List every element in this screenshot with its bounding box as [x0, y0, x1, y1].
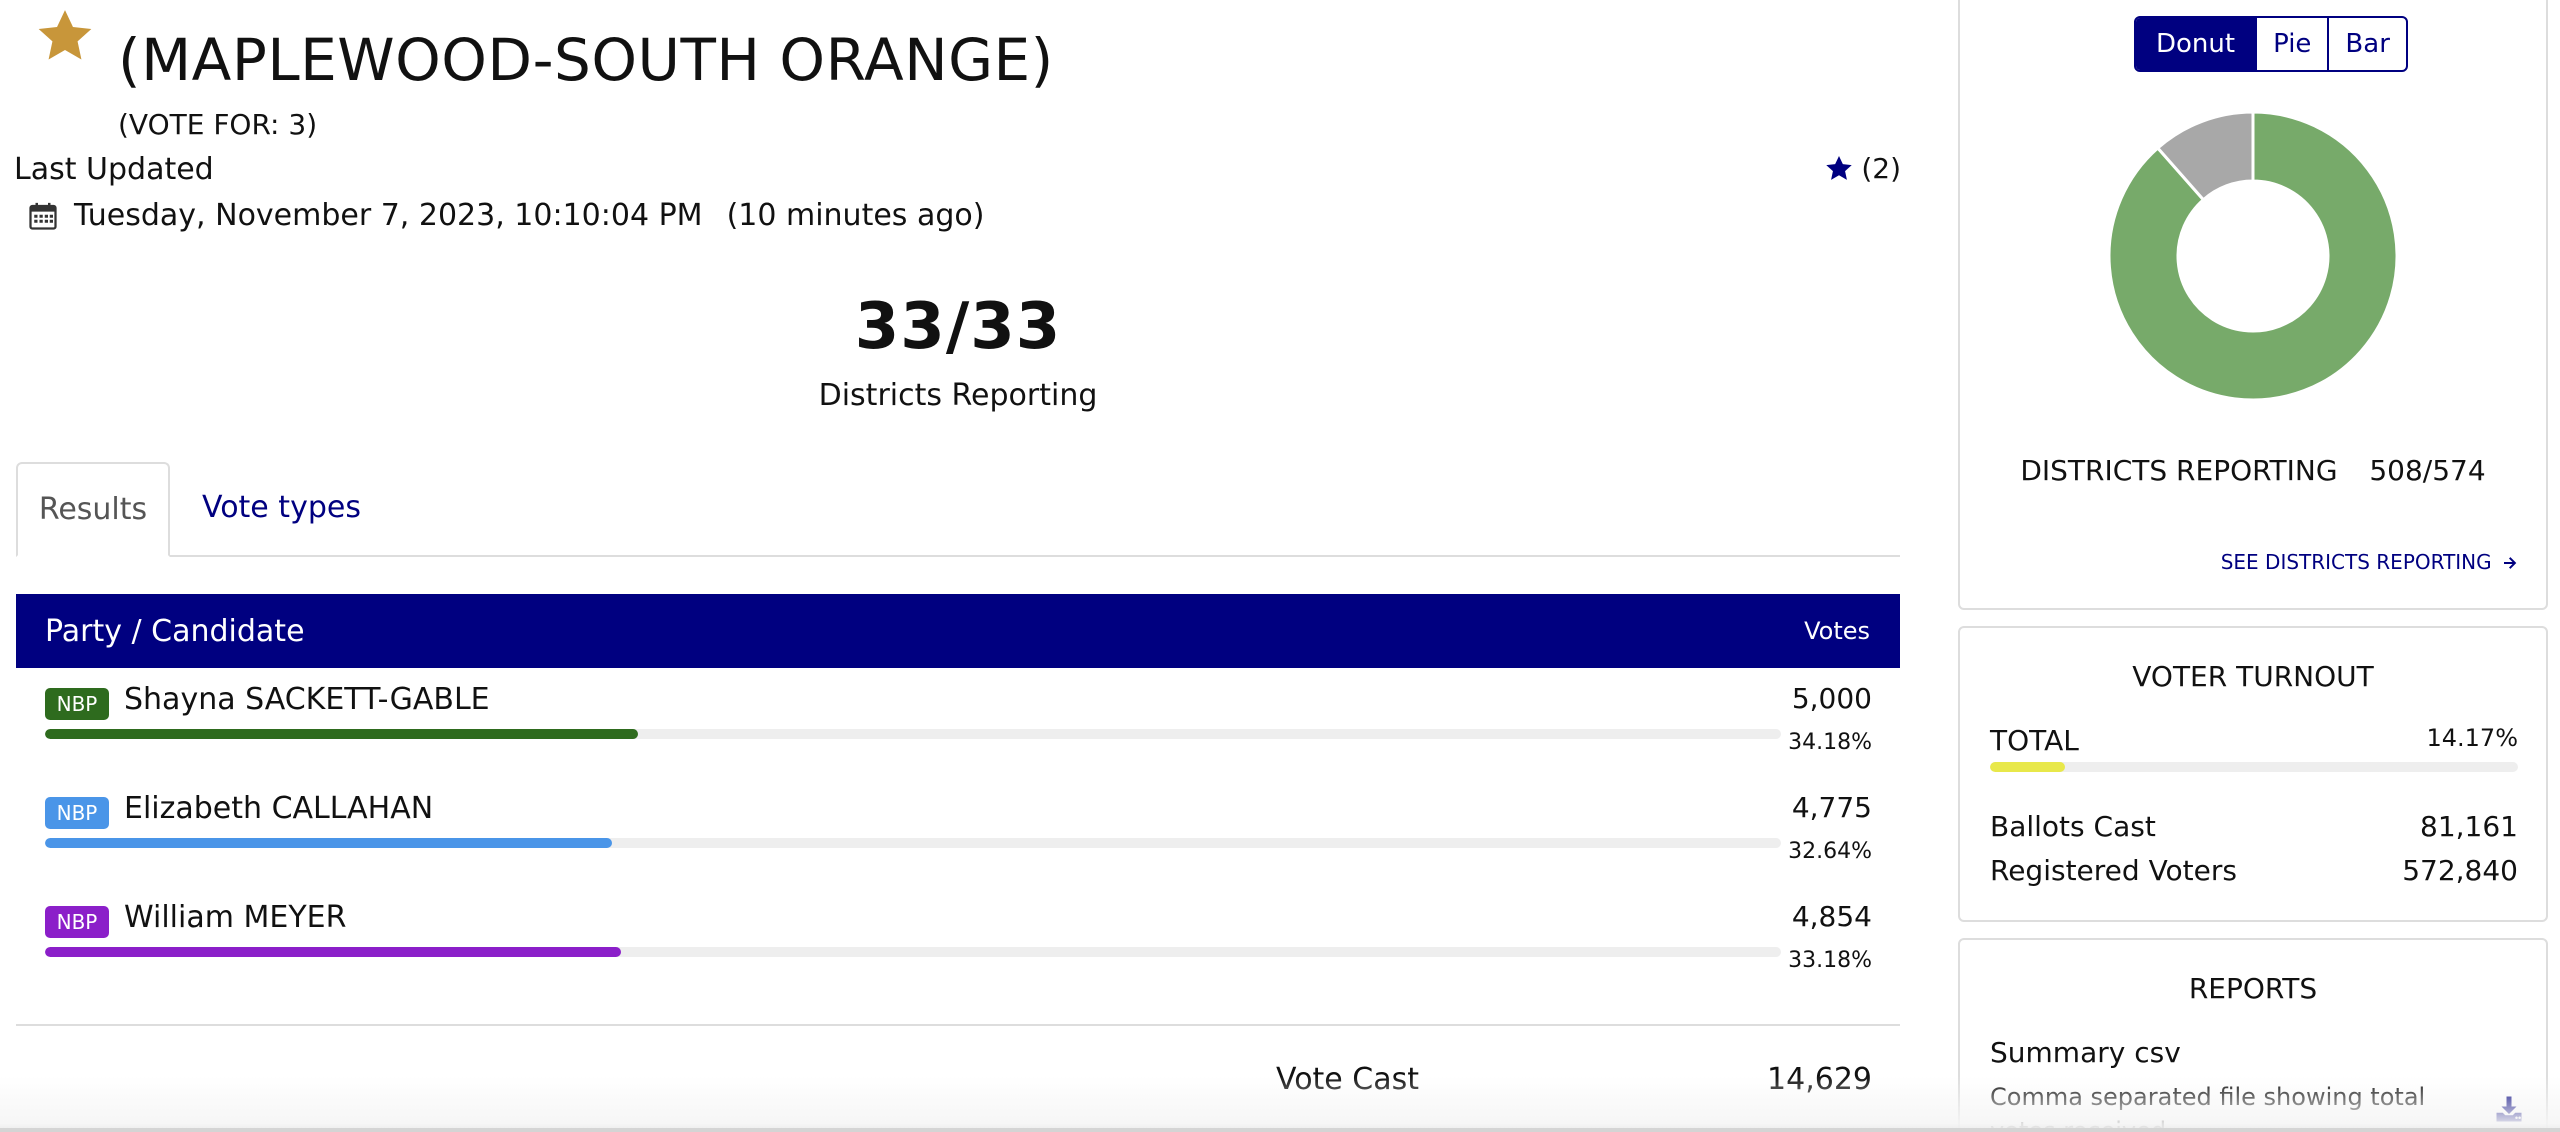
- candidate-name: Elizabeth CALLAHAN: [124, 791, 434, 826]
- candidate-name: Shayna SACKETT-GABLE: [124, 682, 490, 717]
- districts-reporting-value: 33/33: [854, 290, 1062, 364]
- candidate-row: NBP Shayna SACKETT-GABLE 5,000 34.18%: [16, 680, 1900, 780]
- see-districts-link[interactable]: SEE DISTRICTS REPORTING: [2221, 550, 2518, 574]
- turnout-total-label: TOTAL: [1990, 724, 2079, 757]
- last-updated-row: Tuesday, November 7, 2023, 10:10:04 PM (…: [28, 198, 984, 233]
- favorites-count[interactable]: (2): [1825, 152, 1901, 185]
- voter-turnout-panel: VOTER TURNOUT TOTAL 14.17% Ballots Cast …: [1958, 626, 2548, 922]
- vote-share-bar: [45, 729, 1781, 739]
- candidate-row: NBP William MEYER 4,854 33.18%: [16, 898, 1900, 998]
- see-districts-link-label: SEE DISTRICTS REPORTING: [2220, 550, 2492, 574]
- tabs-divider: [16, 555, 1900, 557]
- candidate-row: NBP Elizabeth CALLAHAN 4,775 32.64%: [16, 789, 1900, 889]
- ballots-cast-value: 81,161: [2420, 810, 2518, 843]
- bottom-edge: [0, 1128, 2560, 1132]
- districts-donut-chart: [2107, 110, 2399, 402]
- districts-reporting-summary: DISTRICTS REPORTING 508/574: [1960, 454, 2546, 487]
- candidate-votes: 4,854: [1791, 900, 1872, 933]
- table-divider: [16, 1024, 1900, 1026]
- party-badge: NBP: [45, 906, 109, 938]
- districts-reporting-label: DISTRICTS REPORTING: [2020, 454, 2338, 487]
- donut-slice-reporting[interactable]: [2107, 110, 2399, 402]
- registered-voters-label: Registered Voters: [1990, 854, 2237, 887]
- results-table-header: Party / Candidate Votes: [16, 594, 1900, 668]
- turnout-total-value: 14.17%: [2426, 724, 2518, 752]
- last-updated-ago: (10 minutes ago): [726, 198, 985, 233]
- donut-button[interactable]: Donut: [2136, 18, 2256, 70]
- vote-share-fill: [45, 947, 621, 957]
- vote-share-fill: [45, 729, 639, 739]
- calendar-icon: [29, 202, 57, 230]
- vote-cast-value: 14,629: [1767, 1062, 1872, 1097]
- registered-voters-value: 572,840: [2402, 854, 2518, 887]
- ballots-cast-label: Ballots Cast: [1990, 810, 2156, 843]
- party-badge: NBP: [45, 688, 109, 720]
- arrow-right-icon: [2504, 557, 2517, 569]
- donut-slice-not-reporting[interactable]: [2155, 110, 2255, 202]
- last-updated-label: Last Updated: [14, 152, 214, 187]
- candidate-votes: 5,000: [1791, 682, 1872, 715]
- star-icon: [1826, 156, 1853, 180]
- chart-type-toggle: Donut Pie Bar: [2134, 16, 2408, 72]
- bar-button[interactable]: Bar: [2327, 18, 2405, 70]
- candidate-percent: 33.18%: [1788, 948, 1872, 973]
- vote-share-bar: [45, 947, 1781, 957]
- page-title: (MAPLEWOOD-SOUTH ORANGE): [118, 26, 1054, 94]
- pie-button[interactable]: Pie: [2255, 18, 2327, 70]
- column-header-candidate: Party / Candidate: [45, 613, 305, 649]
- vote-share-fill: [45, 838, 612, 848]
- reports-panel: REPORTS Summary csv Comma separated file…: [1958, 938, 2548, 1132]
- vote-share-bar: [45, 838, 1781, 848]
- favorites-count-value: (2): [1861, 152, 1901, 185]
- last-updated-date: Tuesday, November 7, 2023, 10:10:04 PM: [74, 198, 703, 233]
- voter-turnout-title: VOTER TURNOUT: [2132, 660, 2374, 693]
- turnout-bar: [1990, 762, 2518, 772]
- candidate-votes: 4,775: [1791, 791, 1872, 824]
- download-icon[interactable]: [2494, 1094, 2524, 1124]
- turnout-bar-fill: [1990, 762, 2065, 772]
- candidate-percent: 32.64%: [1788, 839, 1872, 864]
- districts-chart-panel: Donut Pie Bar DISTRICTS REPORTING 508/57…: [1958, 0, 2548, 610]
- summary-csv-title[interactable]: Summary csv: [1990, 1036, 2181, 1069]
- candidate-percent: 34.18%: [1788, 730, 1872, 755]
- column-header-votes: Votes: [1804, 617, 1870, 645]
- vote-for-label: (VOTE FOR: 3): [118, 108, 318, 141]
- vote-cast-label: Vote Cast: [1276, 1062, 1420, 1097]
- tab-results[interactable]: Results: [16, 462, 170, 557]
- reports-title: REPORTS: [2188, 972, 2318, 1005]
- districts-reporting-value: 508/574: [2369, 454, 2486, 487]
- districts-reporting-label: Districts Reporting: [818, 378, 1098, 413]
- summary-csv-description: Comma separated file showing total votes…: [1990, 1083, 2426, 1132]
- party-badge: NBP: [45, 797, 109, 829]
- candidate-name: William MEYER: [124, 900, 347, 935]
- tab-vote-types[interactable]: Vote types: [202, 490, 361, 525]
- favorite-star-icon[interactable]: [36, 8, 94, 64]
